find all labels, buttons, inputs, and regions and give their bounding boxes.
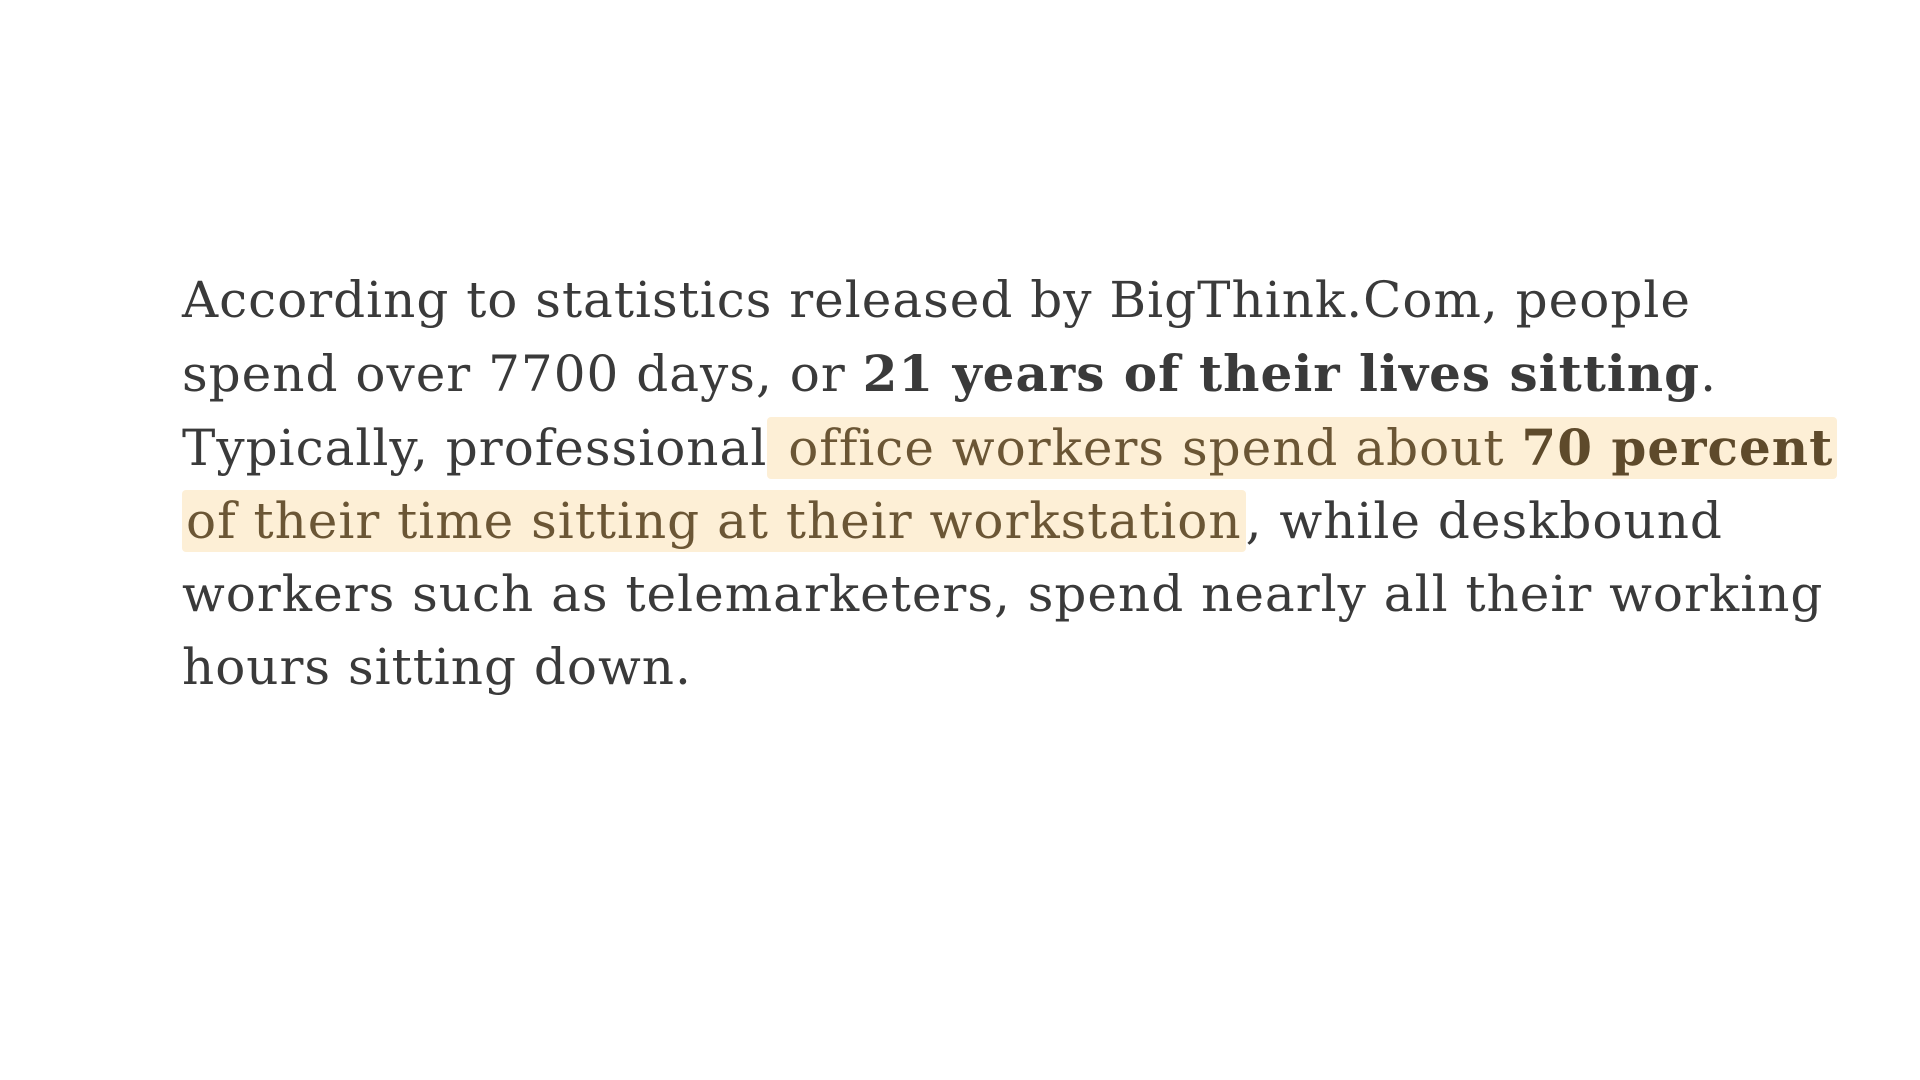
line-2-period: . xyxy=(1700,345,1718,403)
highlight-text-1: office workers spend about xyxy=(771,419,1522,477)
bold-statistic-years: 21 years of their lives sitting xyxy=(862,344,1701,403)
paragraph-line-6: hours sitting down. xyxy=(182,631,1782,704)
bold-statistic-percent: 70 percent xyxy=(1521,418,1834,477)
line-6-text: hours sitting down. xyxy=(182,638,692,696)
paragraph-line-4: of their time sitting at their workstati… xyxy=(182,485,1782,558)
line-1-text: According to statistics released by BigT… xyxy=(182,271,1691,329)
paragraph-line-3: Typically, professional office workers s… xyxy=(182,411,1838,485)
line-3-text: Typically, professional xyxy=(182,419,768,477)
paragraph-line-2: spend over 7700 days, or 21 years of the… xyxy=(182,337,1782,411)
article-paragraph: According to statistics released by BigT… xyxy=(182,264,1838,704)
line-4-text: , while deskbound xyxy=(1245,492,1723,550)
line-5-text: workers such as telemarketers, spend nea… xyxy=(182,565,1824,623)
highlighted-quote-part-1: office workers spend about 70 percent xyxy=(767,417,1838,479)
line-2-text: spend over 7700 days, or xyxy=(182,345,863,403)
paragraph-line-5: workers such as telemarketers, spend nea… xyxy=(182,558,1822,631)
highlighted-quote-part-2: of their time sitting at their workstati… xyxy=(182,490,1246,552)
paragraph-line-1: According to statistics released by BigT… xyxy=(182,264,1782,337)
